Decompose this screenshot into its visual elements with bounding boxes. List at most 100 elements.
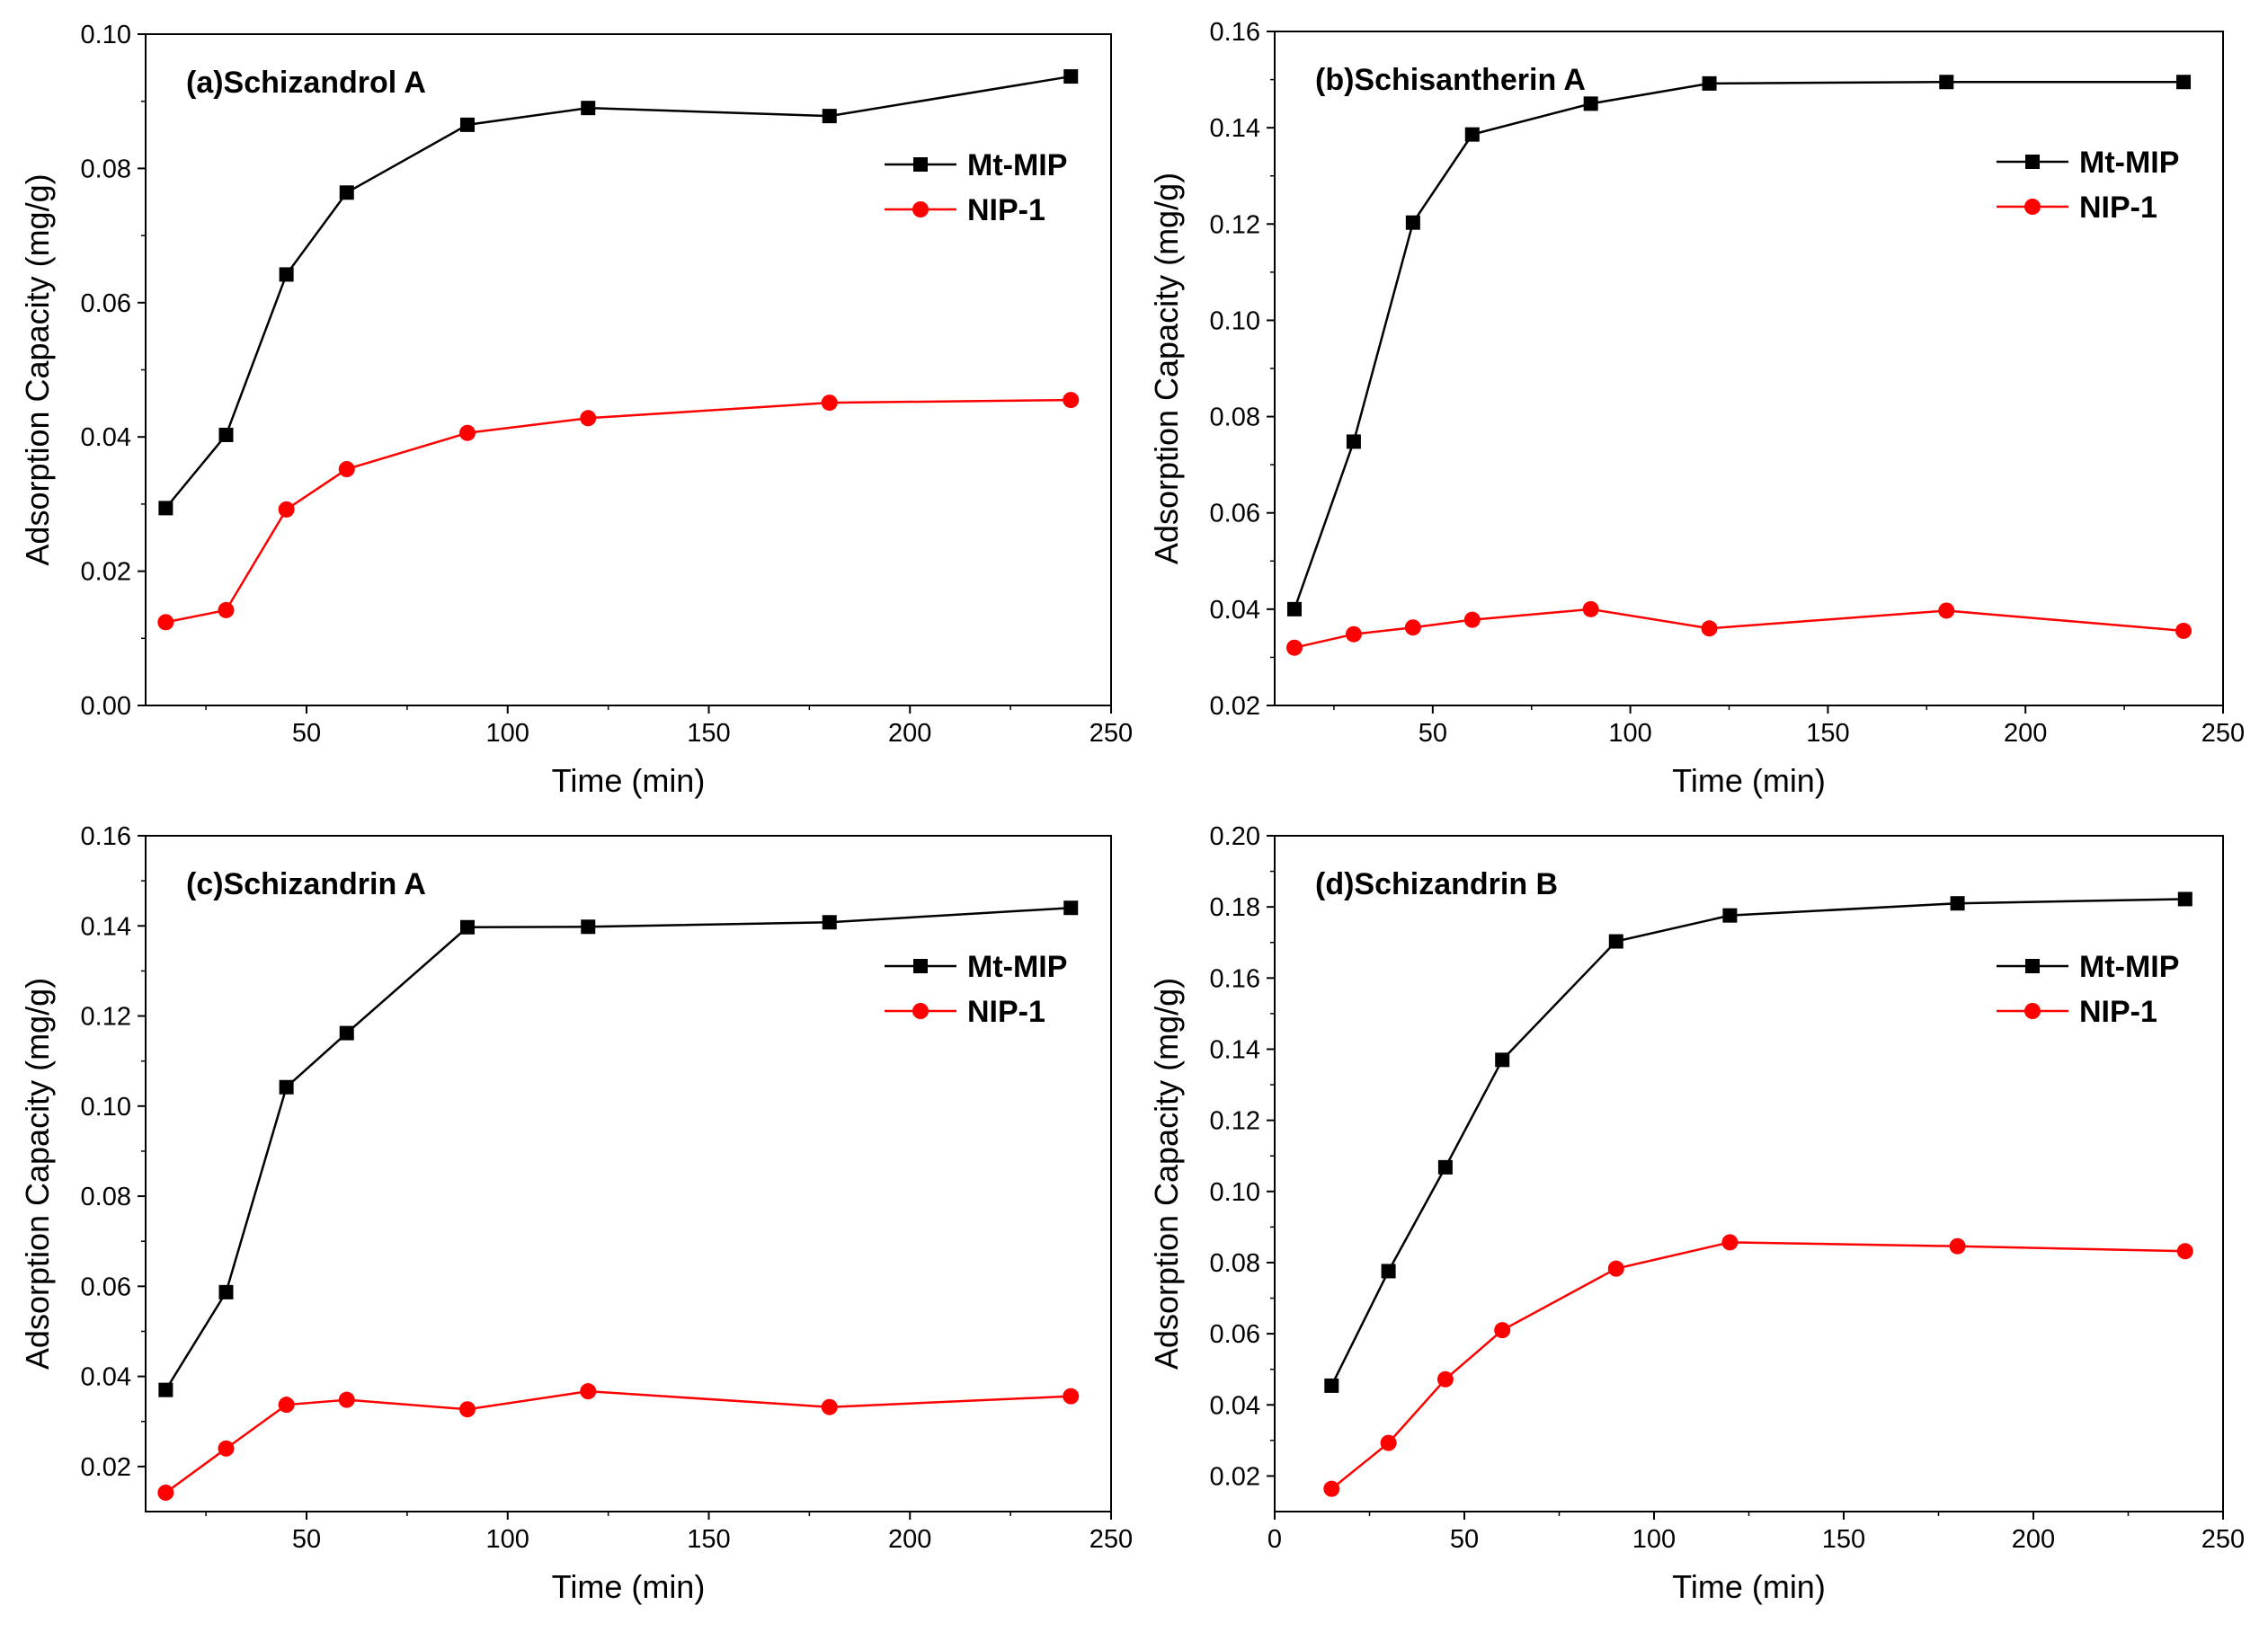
legend-label: NIP-1 — [967, 995, 1045, 1029]
y-tick-label: 0.08 — [1210, 404, 1260, 432]
y-tick-label: 0.04 — [81, 1363, 131, 1392]
data-point — [821, 1398, 838, 1415]
y-tick-label: 0.06 — [1210, 1320, 1260, 1349]
data-point — [1583, 96, 1598, 111]
series-mt-mip — [158, 900, 1079, 1397]
data-point — [1063, 900, 1079, 916]
y-tick-label: 0.16 — [1210, 18, 1260, 47]
data-point — [2175, 622, 2192, 639]
plot-frame — [145, 33, 1112, 706]
legend-label: Mt-MIP — [2079, 146, 2179, 180]
y-tick-label: 0.16 — [1210, 964, 1260, 993]
data-point — [1323, 1480, 1340, 1497]
y-tick-label: 0.14 — [1210, 1035, 1260, 1064]
data-point — [279, 267, 294, 282]
y-tick-label: 0.10 — [81, 1093, 131, 1122]
data-point — [580, 410, 597, 427]
y-tick-label: 0.08 — [81, 1183, 131, 1211]
data-point — [339, 1025, 354, 1041]
x-tick-label: 150 — [687, 1525, 730, 1554]
y-tick-label: 0.16 — [81, 822, 131, 851]
data-point — [1063, 392, 1080, 409]
panel-title: (d)Schizandrin B — [1315, 867, 1558, 901]
data-point — [157, 1484, 174, 1501]
data-point — [1063, 1388, 1080, 1405]
y-axis-title: Adsorption Capacity (mg/g) — [19, 978, 56, 1370]
data-point — [158, 1382, 173, 1397]
legend: Mt-MIP NIP-1 — [885, 950, 1067, 1029]
data-point — [338, 461, 355, 478]
data-point — [821, 395, 838, 412]
panel-title: (c)Schizandrin A — [186, 867, 426, 901]
data-point — [218, 1284, 234, 1299]
data-point — [218, 601, 235, 618]
y-tick-label: 0.08 — [81, 155, 131, 183]
data-point — [1286, 601, 1302, 616]
data-point — [1464, 127, 1480, 142]
x-tick-label: 100 — [486, 719, 529, 748]
y-tick-label: 0.06 — [1210, 500, 1260, 528]
legend-marker — [2025, 959, 2040, 973]
x-axis-title: Time (min) — [552, 762, 706, 799]
data-point — [1404, 619, 1421, 636]
y-tick-label: 0.12 — [1210, 1107, 1260, 1136]
x-tick-label: 250 — [2201, 719, 2245, 748]
data-point — [1494, 1322, 1511, 1339]
y-tick-label: 0.04 — [1210, 596, 1260, 625]
y-tick-label: 0.14 — [1210, 114, 1260, 143]
legend-label: NIP-1 — [967, 193, 1045, 227]
data-point — [2177, 891, 2192, 907]
x-tick-label: 0 — [1267, 1525, 1282, 1554]
data-point — [1939, 75, 1954, 90]
y-tick-label: 0.08 — [1210, 1249, 1260, 1278]
legend: Mt-MIP NIP-1 — [885, 148, 1067, 227]
chart-panel-a: 50 100 150 200 250 0.00 0.02 0.04 0.06 0.08 0.10 Ti… — [19, 21, 1133, 799]
data-point — [1436, 1370, 1454, 1388]
x-tick-label: 200 — [888, 719, 931, 748]
data-point — [339, 185, 354, 200]
y-axis-title: Adsorption Capacity (mg/g) — [1148, 173, 1185, 564]
x-tick-label: 50 — [292, 1525, 321, 1554]
legend: Mt-MIP NIP-1 — [1997, 950, 2179, 1029]
data-point — [822, 109, 837, 124]
data-point — [279, 1079, 294, 1095]
chart-panel-b: 50 100 150 200 250 0.02 0.04 0.06 0.08 0.10 0.12 0.… — [1148, 18, 2245, 799]
data-point — [1285, 639, 1303, 656]
series-nip-1 — [157, 392, 1080, 631]
y-tick-label: 0.04 — [81, 423, 131, 452]
chart-panel-d: 0 50 100 150 200 250 0.02 0.04 0.06 0.08 0.10 0.12 0… — [1148, 822, 2245, 1605]
series-nip-1 — [1323, 1234, 2193, 1497]
data-point — [1721, 1234, 1739, 1251]
x-tick-label: 50 — [1450, 1525, 1479, 1554]
data-point — [158, 501, 173, 516]
y-tick-label: 0.02 — [1210, 692, 1260, 721]
x-axis-title: Time (min) — [1672, 1568, 1826, 1605]
y-tick-label: 0.02 — [1210, 1462, 1260, 1491]
legend-marker — [2024, 199, 2041, 215]
series-line — [1330, 898, 2185, 1387]
data-point — [1063, 69, 1079, 84]
data-point — [1380, 1434, 1397, 1451]
data-point — [218, 1440, 235, 1457]
data-point — [1950, 896, 1965, 911]
chart-panel-c: 50 100 150 200 250 0.02 0.04 0.06 0.08 0.10 0.12 0.… — [19, 822, 1133, 1605]
plot-frame — [145, 835, 1112, 1512]
data-point — [581, 919, 596, 935]
series-line — [1330, 1241, 2185, 1490]
series-line — [165, 398, 1072, 624]
data-point — [1345, 625, 1362, 643]
y-tick-label: 0.02 — [81, 1453, 131, 1482]
data-point — [1949, 1237, 1966, 1255]
data-point — [581, 101, 596, 116]
data-point — [459, 424, 476, 441]
data-point — [1405, 215, 1420, 230]
data-point — [218, 427, 234, 442]
y-tick-label: 0.06 — [81, 1273, 131, 1301]
legend-marker — [2025, 155, 2040, 169]
legend-marker — [912, 201, 929, 217]
y-tick-label: 0.12 — [1210, 210, 1260, 239]
data-point — [1938, 602, 1955, 619]
data-point — [1324, 1378, 1339, 1393]
data-point — [1607, 1260, 1624, 1277]
